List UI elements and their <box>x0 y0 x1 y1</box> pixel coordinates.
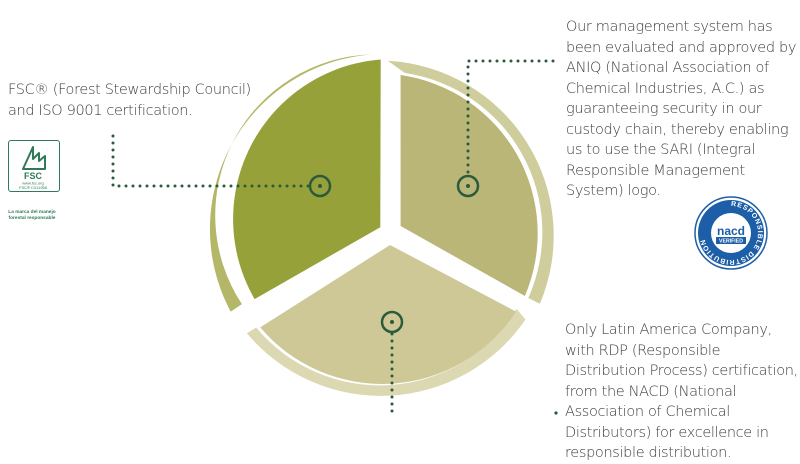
fsc-logo-name: FSC <box>24 171 43 181</box>
marker-fsc <box>308 174 332 198</box>
fsc-tree-icon: FSC www.fsc.org FSC® C011956 <box>19 146 48 190</box>
fsc-logo-code: FSC® C011956 <box>19 185 48 190</box>
segment-left <box>233 59 381 300</box>
marker-aniq-dot <box>466 184 470 188</box>
nacd-status: VERIFIED <box>719 239 743 245</box>
segment-left-ring <box>209 54 373 312</box>
nacd-badge: RESPONSIBLE DISTRIBUTION nacd VERIFIED <box>694 196 768 270</box>
callout-fsc: FSC® (Forest Stewardship Council) and IS… <box>8 82 251 119</box>
callout-nacd: Only Latin America Company, with RDP (Re… <box>565 322 798 461</box>
segment-bottom-ring <box>246 309 526 396</box>
nacd-bullet <box>554 411 558 415</box>
marker-nacd <box>380 310 404 334</box>
segment-right-ring <box>387 60 554 304</box>
marker-aniq <box>456 174 480 198</box>
fsc-logo-tagline: La marca del manejo forestal responsable <box>8 210 56 221</box>
connector-aniq <box>466 59 555 176</box>
callout-aniq: Our management system has been evaluated… <box>566 19 797 199</box>
nacd-name: nacd <box>717 224 745 238</box>
marker-nacd-dot <box>390 320 394 324</box>
fsc-logo-url: www.fsc.org <box>22 181 44 186</box>
fsc-logo: FSC www.fsc.org FSC® C011956 <box>8 140 60 192</box>
connector-fsc <box>111 134 311 188</box>
segment-bottom <box>260 245 517 384</box>
marker-fsc-dot <box>318 184 322 188</box>
certification-diagram <box>111 54 558 415</box>
